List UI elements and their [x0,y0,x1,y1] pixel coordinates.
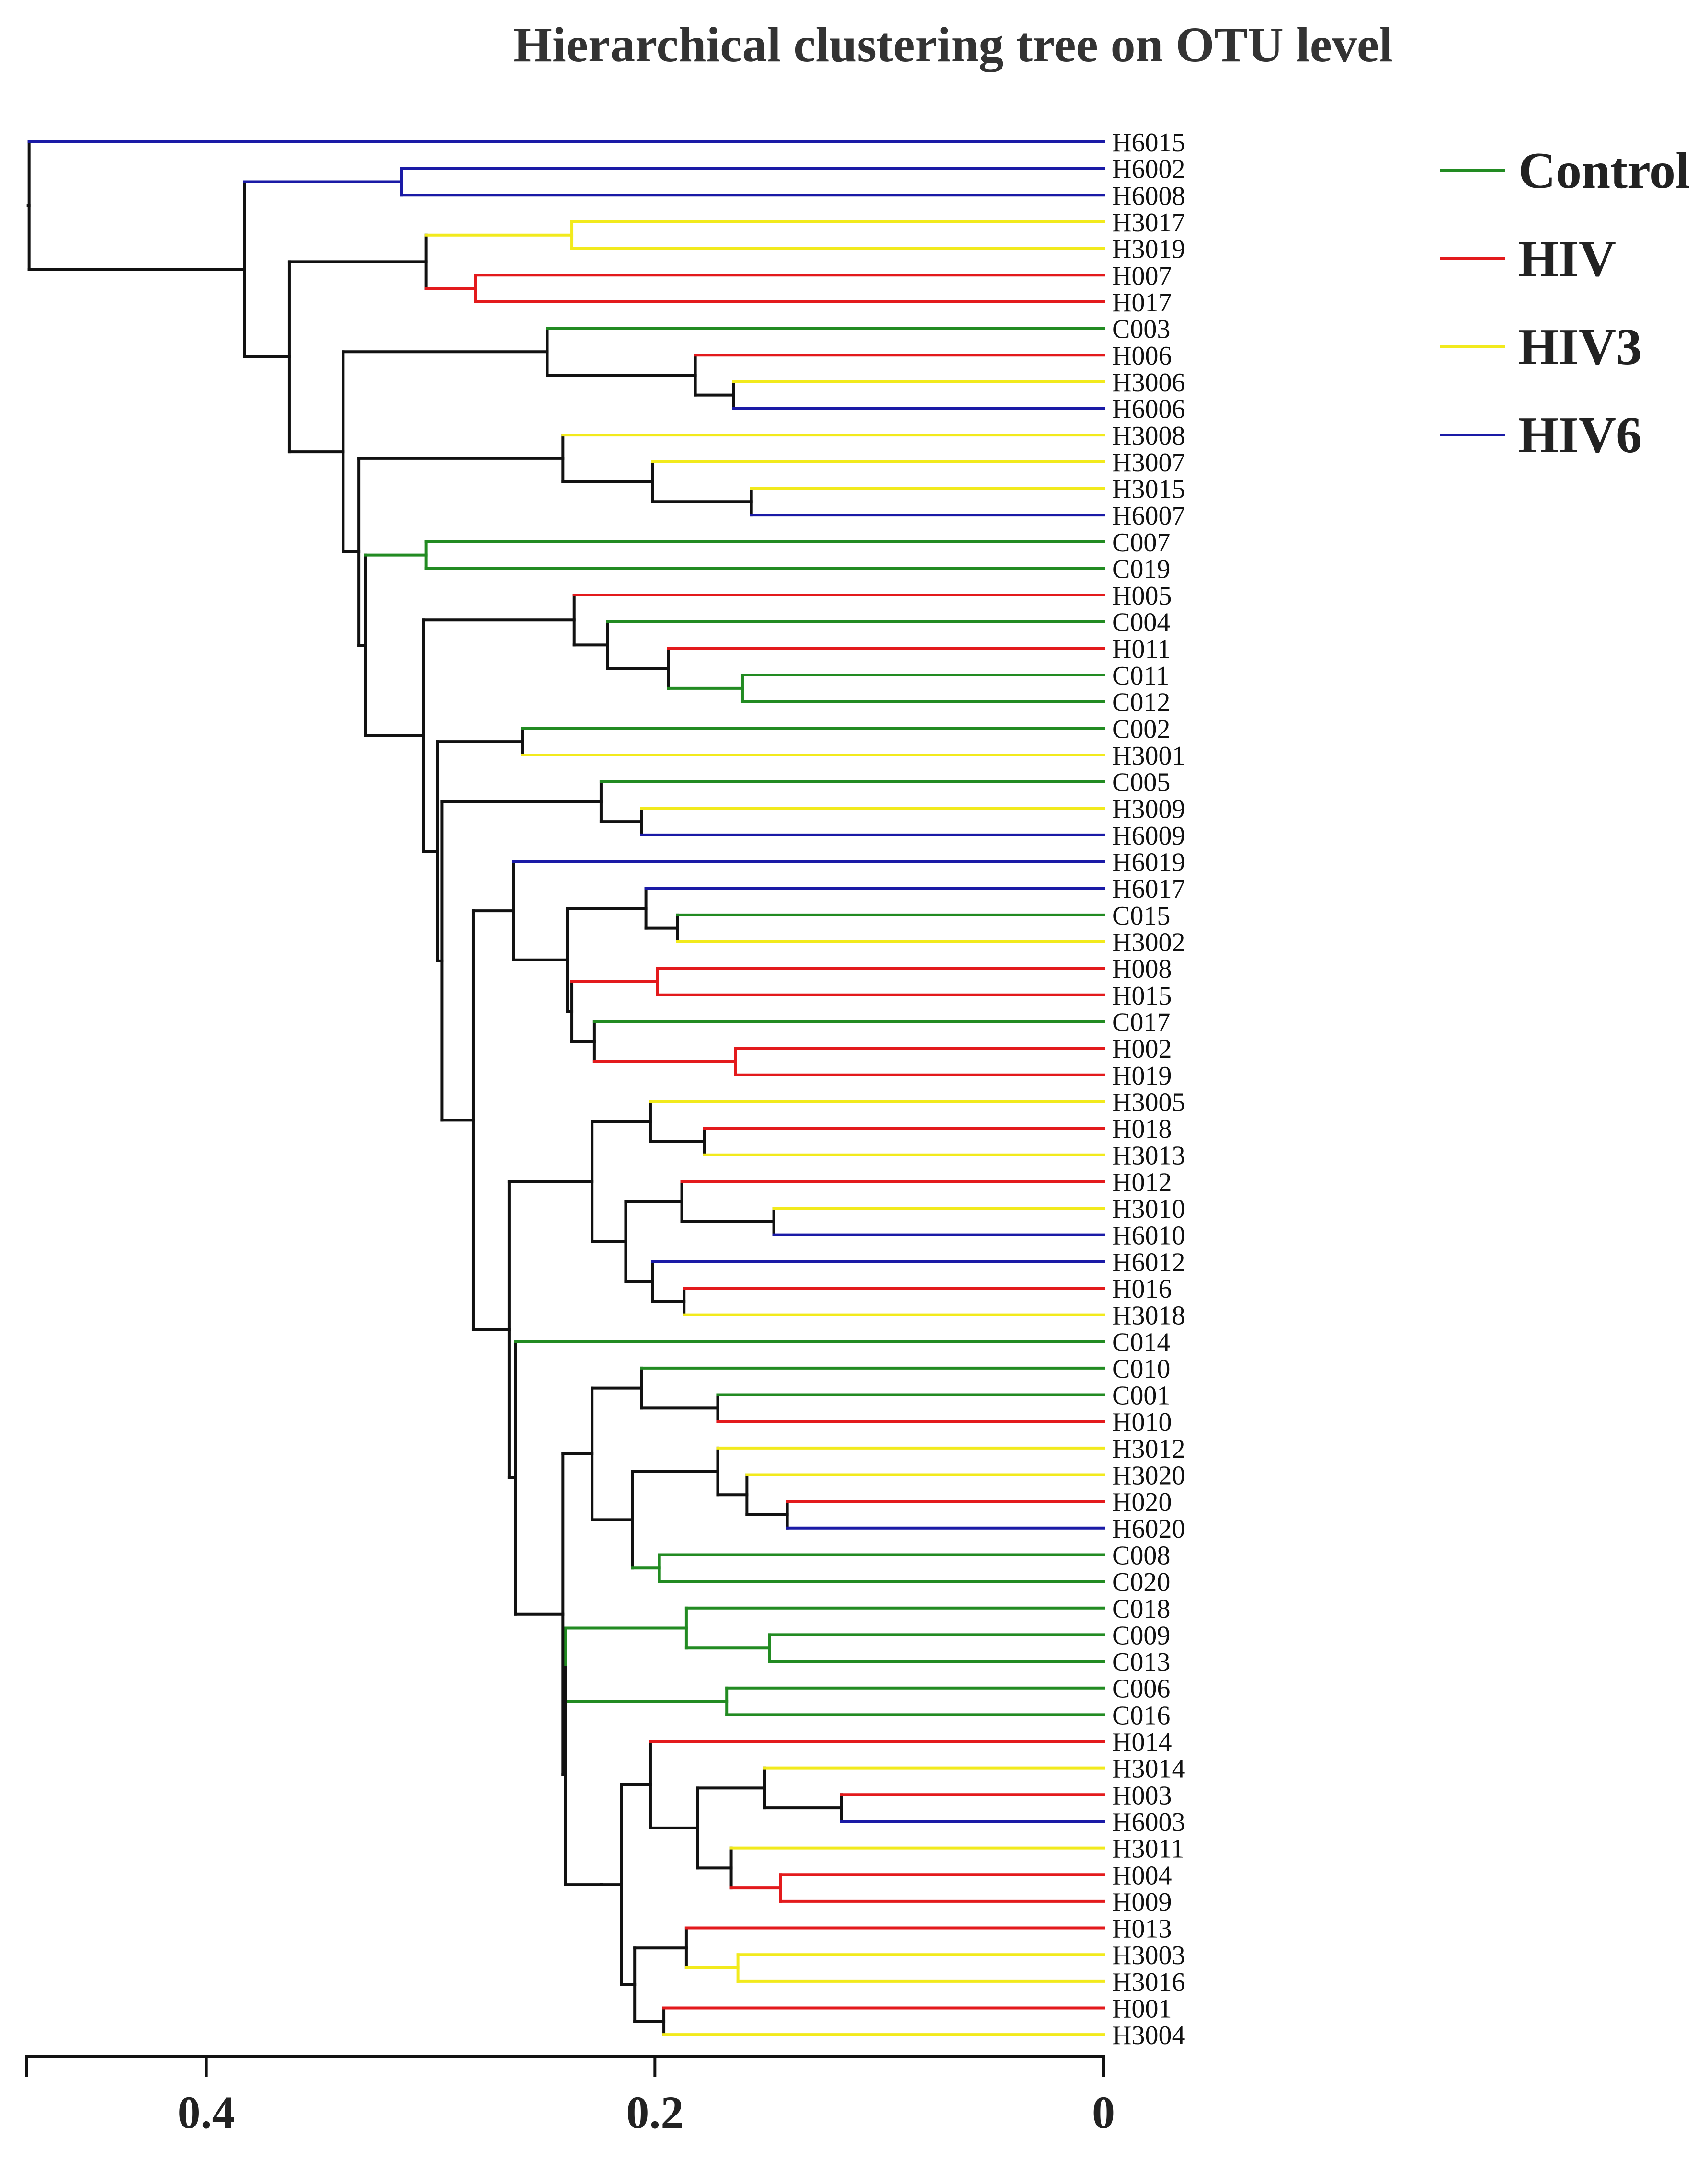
leaf-label: H017 [1112,288,1172,318]
x-axis: 0.4 0.2 0 [25,2055,1115,2138]
leaf-label: C008 [1112,1541,1170,1570]
leaf-label: H3016 [1112,1967,1185,1997]
leaf-label: C012 [1112,688,1170,718]
leaf-label: H6008 [1112,181,1185,211]
leaf-label: H3018 [1112,1301,1185,1331]
x-tick-label: 0.2 [626,2087,683,2138]
leaf-label: H3002 [1112,928,1185,958]
leaf-label: C009 [1112,1621,1170,1650]
leaf-label: H3010 [1112,1194,1185,1224]
leaf-label: H3011 [1112,1834,1184,1864]
leaf-label: C003 [1112,315,1170,344]
leaf-label: H6017 [1112,874,1185,904]
leaf-label: H6010 [1112,1221,1185,1251]
leaf-label: H007 [1112,261,1172,291]
leaf-label: H3001 [1112,741,1185,771]
leaf-label: H013 [1112,1914,1172,1944]
leaf-label: C010 [1112,1354,1170,1384]
leaf-label: H3003 [1112,1941,1185,1970]
leaf-label: H6006 [1112,395,1185,424]
leaf-label: H001 [1112,1994,1172,2024]
leaf-label: H3015 [1112,474,1185,504]
leaf-label: C002 [1112,714,1170,744]
leaf-label: C014 [1112,1327,1170,1357]
leaf-label: H6019 [1112,848,1185,878]
leaf-label: H3008 [1112,421,1185,451]
chart-title: Hierarchical clustering tree on OTU leve… [513,17,1393,72]
leaf-label: C011 [1112,661,1169,691]
leaf-label: H3006 [1112,368,1185,398]
leaf-label: C015 [1112,901,1170,931]
leaf-label: C013 [1112,1647,1170,1677]
leaf-label: H3020 [1112,1461,1185,1491]
leaf-label: H3014 [1112,1754,1185,1784]
leaf-label: H6003 [1112,1807,1185,1837]
leaf-label: H008 [1112,954,1172,984]
legend-label: HIV6 [1518,407,1642,464]
leaf-label: C016 [1112,1701,1170,1730]
tree-branches [26,140,1105,2036]
leaf-label: C018 [1112,1594,1170,1624]
leaf-label: H3019 [1112,235,1185,264]
leaf-label: H6009 [1112,821,1185,851]
leaf-label: H010 [1112,1407,1172,1437]
leaf-label: C017 [1112,1007,1170,1037]
leaf-label: H3012 [1112,1434,1185,1464]
leaf-label: H011 [1112,634,1171,664]
leaf-label: H018 [1112,1114,1172,1144]
leaf-label: C007 [1112,528,1170,558]
leaf-label: C020 [1112,1567,1170,1597]
leaf-label: H3009 [1112,794,1185,824]
leaf-label: C005 [1112,768,1170,798]
leaf-label: H6015 [1112,128,1185,158]
legend-label: Control [1518,142,1690,199]
leaf-label: H6012 [1112,1247,1185,1277]
leaf-label: H016 [1112,1274,1172,1304]
leaf-label: H019 [1112,1061,1172,1091]
leaf-label: H6002 [1112,155,1185,184]
leaf-label: C004 [1112,608,1170,638]
leaf-label: H015 [1112,981,1172,1011]
x-tick-label: 0 [1092,2087,1115,2138]
leaf-label: H3013 [1112,1141,1185,1171]
leaf-label: H014 [1112,1727,1172,1757]
leaf-label: H004 [1112,1861,1172,1890]
leaf-label: H020 [1112,1487,1172,1517]
leaf-label: H002 [1112,1034,1172,1064]
leaf-label: C001 [1112,1381,1170,1411]
leaf-label: C019 [1112,554,1170,584]
legend: Control HIV HIV3 HIV6 [1440,142,1690,464]
leaf-label: H6020 [1112,1514,1185,1544]
leaf-label: H006 [1112,341,1172,371]
leaf-label: H012 [1112,1167,1172,1197]
leaf-label: H005 [1112,581,1172,611]
x-tick-label: 0.4 [178,2087,235,2138]
leaf-label: H003 [1112,1781,1172,1810]
leaf-labels: H6015H6002H6008H3017H3019H007H017C003H00… [1112,128,1185,2050]
leaf-label: H3004 [1112,2021,1185,2050]
leaf-label: H3005 [1112,1087,1185,1117]
legend-label: HIV3 [1518,319,1642,376]
legend-label: HIV [1518,230,1616,287]
leaf-label: H3007 [1112,448,1185,478]
leaf-label: H009 [1112,1887,1172,1917]
leaf-label: C006 [1112,1674,1170,1704]
leaf-label: H3017 [1112,208,1185,238]
leaf-label: H6007 [1112,501,1185,531]
